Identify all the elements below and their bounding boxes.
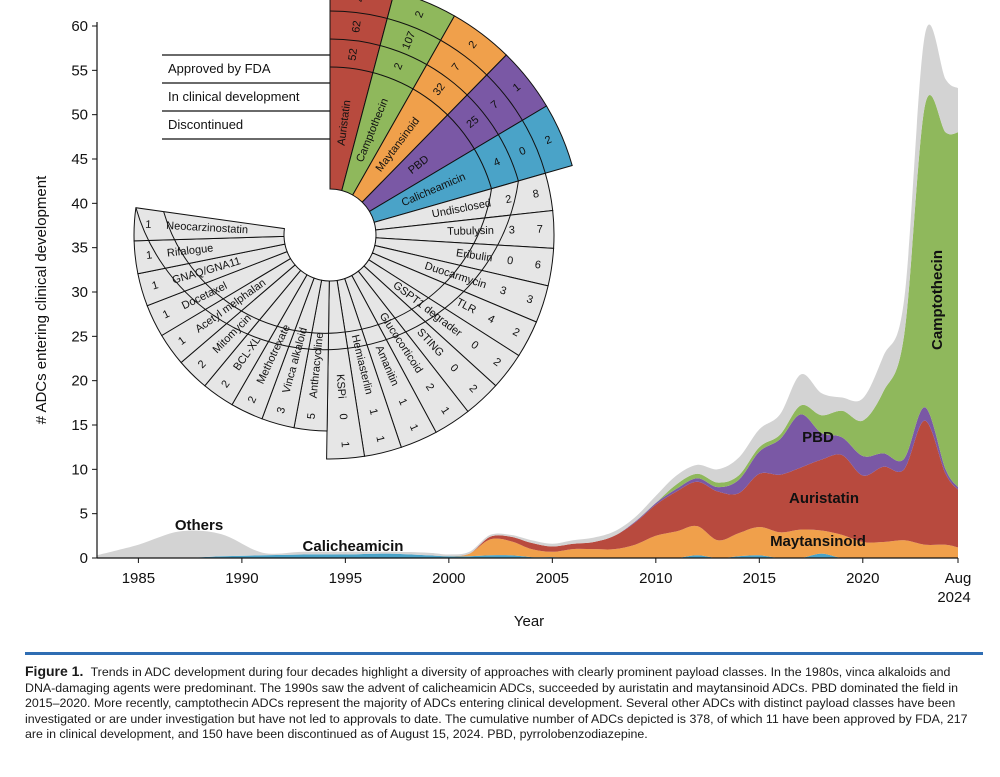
inset-minor-ring bbox=[163, 188, 492, 334]
inset-major-name: Auristatin bbox=[336, 99, 354, 146]
inset-minor-discontinued: 1 bbox=[396, 397, 409, 407]
inset-minor-clinical: 2 bbox=[510, 326, 521, 339]
x-tick-label: 2005 bbox=[536, 570, 569, 587]
area-label-calicheamicin: Calicheamicin bbox=[303, 538, 404, 555]
x-tick-label: 1990 bbox=[225, 570, 258, 587]
inset-major-discontinued: 52 bbox=[347, 48, 360, 62]
x-tick-label: 2015 bbox=[743, 570, 776, 587]
inset-major-discontinued: 2 bbox=[392, 61, 405, 71]
inset-major-approved: 2 bbox=[413, 9, 426, 19]
inset-minor-discontinued: 3 bbox=[498, 284, 508, 297]
inset-minor-clinical: 1 bbox=[407, 422, 420, 432]
area-label-pbd: PBD bbox=[802, 429, 834, 446]
inset-minor-clinical: 1 bbox=[338, 441, 350, 448]
y-tick-label: 25 bbox=[71, 328, 88, 345]
y-tick-label: 50 bbox=[71, 107, 88, 124]
area-label-auristatin: Auristatin bbox=[789, 490, 859, 507]
area-calicheamicin bbox=[97, 553, 958, 559]
inset-minor-discontinued: 1 bbox=[367, 407, 380, 416]
caption-divider bbox=[25, 652, 983, 655]
x-tick-label: 1995 bbox=[329, 570, 362, 587]
inset-minor-discontinued: 2 bbox=[504, 193, 512, 206]
y-tick-label: 40 bbox=[71, 195, 88, 212]
inset-header-label: Approved by FDA bbox=[168, 61, 271, 76]
inset-minor-clinical: 1 bbox=[438, 405, 451, 417]
inset-major-discontinued: 25 bbox=[464, 114, 481, 131]
inset-major-approved: 2 bbox=[543, 134, 553, 147]
caption-text: Trends in ADC development during four de… bbox=[25, 665, 968, 742]
inset-major-approved: 4 bbox=[354, 0, 367, 3]
inset-minor-discontinued: 5 bbox=[306, 412, 319, 419]
inset-major-ring bbox=[329, 10, 546, 174]
inset-minor-name: Eribulin bbox=[455, 247, 493, 264]
inset-minor-discontinued: 1 bbox=[176, 334, 188, 347]
inset-minor-discontinued: 2 bbox=[219, 378, 232, 390]
inset-major-ring bbox=[329, 66, 492, 189]
x-axis-label: Year bbox=[514, 613, 544, 630]
x-tick-label: Aug bbox=[945, 570, 972, 587]
inset-minor-discontinued: 0 bbox=[506, 255, 514, 268]
x-tick-label: 2010 bbox=[639, 570, 672, 587]
inset-minor-discontinued: 1 bbox=[145, 219, 152, 231]
inset-minor-name: Neocarzinostatin bbox=[166, 220, 248, 236]
x-tick-label-year: 2024 bbox=[937, 589, 970, 606]
inset-minor-discontinued: 1 bbox=[145, 249, 152, 262]
caption-label: Figure 1. bbox=[25, 663, 84, 679]
inset-minor-clinical: 1 bbox=[373, 435, 386, 444]
inset-minor-discontinued: 2 bbox=[246, 394, 259, 405]
inset-minor-ring bbox=[135, 180, 519, 351]
inset-header-label: In clinical development bbox=[168, 89, 300, 104]
area-auristatin bbox=[97, 420, 958, 559]
inset-minor-discontinued: 3 bbox=[275, 406, 288, 415]
figure-caption: Figure 1. Trends in ADC development duri… bbox=[25, 663, 983, 743]
y-tick-label: 45 bbox=[71, 151, 88, 168]
inset-minor-discontinued: 3 bbox=[509, 224, 515, 236]
area-label-others: Others bbox=[175, 517, 223, 534]
inset-header-label: Discontinued bbox=[168, 117, 243, 132]
y-tick-label: 20 bbox=[71, 373, 88, 390]
inset-minor-discontinued: 2 bbox=[423, 382, 436, 394]
y-tick-label: 60 bbox=[71, 18, 88, 35]
x-tick-label: 2020 bbox=[846, 570, 879, 587]
inset-major-discontinued: 32 bbox=[431, 81, 448, 98]
area-maytansinoid bbox=[97, 525, 958, 559]
inset-minor-clinical: 7 bbox=[537, 224, 543, 236]
inset-minor-clinical: 6 bbox=[534, 259, 542, 272]
y-tick-label: 10 bbox=[71, 461, 88, 478]
y-tick-label: 35 bbox=[71, 240, 88, 257]
y-tick-label: 5 bbox=[80, 506, 88, 523]
inset-minor-name: Tubulysin bbox=[447, 225, 494, 238]
y-tick-label: 30 bbox=[71, 284, 88, 301]
inset-minor-discontinued: 0 bbox=[337, 413, 349, 420]
inset-minor-discontinued: 1 bbox=[151, 279, 160, 292]
inset-major-discontinued: 4 bbox=[492, 156, 502, 169]
area-labels: Others Calicheamicin Auristatin Maytansinoi… bbox=[175, 250, 946, 555]
y-axis-label: # ADCs entering clinical development bbox=[33, 175, 50, 424]
y-tick-label: 55 bbox=[71, 62, 88, 79]
inset-minor-discontinued: 1 bbox=[161, 308, 172, 321]
inset-minor-discontinued: 4 bbox=[486, 313, 497, 326]
area-label-maytansinoid: Maytansinoid bbox=[770, 533, 866, 550]
inset-major-clinical: 62 bbox=[350, 20, 363, 34]
x-tick-label: 1985 bbox=[122, 570, 155, 587]
payload-inset: Approved by FDA In clinical development Di… bbox=[133, 0, 573, 460]
x-tick-label: 2000 bbox=[432, 570, 465, 587]
inset-minor-clinical: 8 bbox=[532, 188, 540, 201]
area-label-camptothecin: Camptothecin bbox=[929, 250, 946, 350]
inset-minor-name: KSPi bbox=[334, 374, 348, 399]
inset-minor-clinical: 3 bbox=[525, 293, 535, 306]
y-tick-label: 15 bbox=[71, 417, 88, 434]
inset-major-clinical: 0 bbox=[517, 145, 527, 158]
y-tick-label: 0 bbox=[80, 550, 88, 567]
inset-major-ring bbox=[329, 38, 519, 182]
stacked-areas bbox=[97, 24, 958, 559]
